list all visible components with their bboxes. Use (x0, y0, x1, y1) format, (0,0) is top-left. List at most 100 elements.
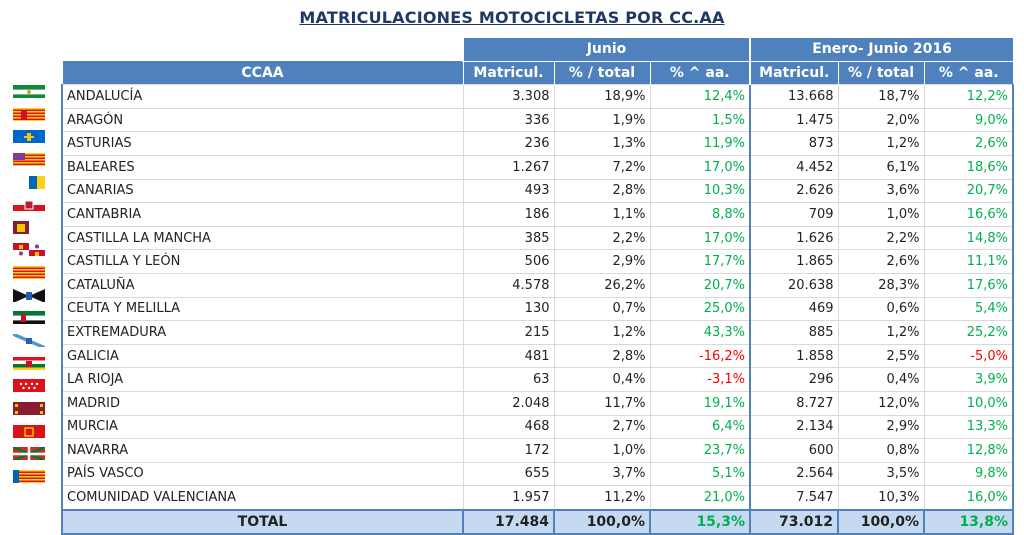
pct-total-junio: 0,4% (553, 367, 651, 392)
total-matricul-ytd: 73.012 (749, 508, 840, 535)
table-row: CASTILLA Y LEÓN 506 2,9% 17,7% 1.865 2,6% 11,1… (61, 249, 1015, 274)
pct-total-ytd: 0,6% (837, 296, 925, 322)
pct-total-junio: 2,2% (553, 225, 651, 251)
matricul-junio: 215 (462, 320, 555, 345)
pct-var-ytd: 10,0% (923, 390, 1015, 416)
pct-var-ytd: 11,1% (923, 249, 1015, 274)
group-header-enero-junio: Enero- Junio 2016 (749, 38, 1014, 62)
pct-var-ytd: 20,7% (923, 178, 1015, 204)
pct-total-junio: 26,2% (553, 272, 651, 298)
table-row: EXTREMADURA 215 1,2% 43,3% 885 1,2% 25,2% (61, 320, 1015, 345)
pct-var-junio: 21,0% (649, 485, 751, 511)
total-pct-total-junio: 100,0% (553, 508, 651, 535)
pct-var-junio: 25,0% (649, 296, 751, 322)
pct-var-ytd: 14,8% (923, 225, 1015, 251)
pct-total-junio: 11,7% (553, 390, 651, 416)
pct-var-junio: 1,5% (649, 107, 751, 133)
galicia-flag (13, 333, 45, 348)
pct-var-ytd: 5,4% (923, 296, 1015, 322)
pct-total-ytd: 2,5% (837, 343, 925, 369)
pct-var-junio: 19,1% (649, 390, 751, 416)
pct-total-ytd: 2,0% (837, 107, 925, 133)
matricul-ytd: 2.134 (749, 414, 839, 440)
pct-var-junio: 17,0% (649, 154, 751, 180)
region-name: COMUNIDAD VALENCIANA (61, 485, 464, 511)
pct-total-junio: 3,7% (553, 461, 651, 487)
pct-var-junio: 11,9% (649, 131, 751, 156)
pct-var-ytd: 17,6% (923, 272, 1015, 298)
region-name: ANDALUCÍA (61, 84, 464, 109)
cataluna-flag (13, 265, 45, 280)
column-header-matricul-ytd: Matricul. (749, 61, 839, 85)
table-row: CEUTA Y MELILLA 130 0,7% 25,0% 469 0,6% 5,4% (61, 296, 1015, 322)
matricul-junio: 493 (462, 178, 555, 204)
column-header-pct-total-ytd: % / total (837, 61, 925, 85)
pct-var-ytd: 25,2% (923, 320, 1015, 345)
table-row: CATALUÑA 4.578 26,2% 20,7% 20.638 28,3% 17,6% (61, 272, 1015, 298)
region-name: BALEARES (61, 154, 464, 180)
pct-var-ytd: 16,6% (923, 202, 1015, 227)
pct-total-junio: 1,1% (553, 202, 651, 227)
matricul-ytd: 8.727 (749, 390, 839, 416)
table-row: LA RIOJA 63 0,4% -3,1% 296 0,4% 3,9% (61, 367, 1015, 392)
pct-var-junio: 43,3% (649, 320, 751, 345)
matricul-ytd: 13.668 (749, 84, 839, 109)
pct-total-ytd: 1,2% (837, 131, 925, 156)
matricul-ytd: 1.626 (749, 225, 839, 251)
column-header-matricul-junio: Matricul. (462, 61, 554, 85)
matricul-junio: 655 (462, 461, 555, 487)
navarra-flag (13, 424, 45, 438)
total-matricul-junio: 17.484 (462, 508, 555, 535)
castilla-y-leon-flag (13, 242, 45, 257)
group-header-junio: Junio (461, 38, 751, 62)
region-name: LA RIOJA (61, 367, 464, 392)
matricul-ytd: 873 (749, 131, 839, 156)
total-pct-total-ytd: 100,0% (837, 508, 926, 535)
table-row: MADRID 2.048 11,7% 19,1% 8.727 12,0% 10,0% (61, 390, 1015, 416)
total-row: TOTAL 17.484 100,0% 15,3% 73.012 100,0% … (61, 508, 1015, 535)
castilla-la-mancha-flag (13, 220, 45, 234)
pais-vasco-flag (13, 446, 45, 461)
pct-total-ytd: 18,7% (837, 84, 925, 109)
pct-total-junio: 11,2% (553, 485, 651, 511)
table-row: GALICIA 481 2,8% -16,2% 1.858 2,5% -5,0% (61, 343, 1015, 369)
baleares-flag (13, 152, 45, 166)
pct-var-junio: 8,8% (649, 202, 751, 227)
region-name: CATALUÑA (61, 272, 464, 298)
pct-total-ytd: 10,3% (837, 485, 925, 511)
pct-total-ytd: 2,2% (837, 225, 925, 251)
matricul-junio: 2.048 (462, 390, 555, 416)
matricul-junio: 481 (462, 343, 555, 369)
andalucia-flag (13, 84, 45, 98)
pct-var-ytd: 3,9% (923, 367, 1015, 392)
column-header-ccaa: CCAA (61, 61, 463, 85)
matricul-junio: 4.578 (462, 272, 555, 298)
table-row: BALEARES 1.267 7,2% 17,0% 4.452 6,1% 18,6% (61, 154, 1015, 180)
matricul-junio: 385 (462, 225, 555, 251)
matricul-ytd: 296 (749, 367, 839, 392)
header-blank (62, 38, 463, 62)
region-name: CASTILLA Y LEÓN (61, 249, 464, 274)
madrid-flag (13, 378, 45, 393)
pct-total-junio: 2,7% (553, 414, 651, 440)
pct-total-junio: 2,8% (553, 178, 651, 204)
column-header-pct-total-junio: % / total (553, 61, 650, 85)
valencia-flag (13, 469, 45, 483)
pct-total-ytd: 0,8% (837, 438, 925, 463)
pct-var-junio: 6,4% (649, 414, 751, 440)
pct-total-ytd: 12,0% (837, 390, 925, 416)
region-name: NAVARRA (61, 438, 464, 463)
pct-total-ytd: 2,6% (837, 249, 925, 274)
ceuta-melilla-flag (13, 288, 45, 302)
region-name: ARAGÓN (61, 107, 464, 133)
pct-total-ytd: 2,9% (837, 414, 925, 440)
table-row: MURCIA 468 2,7% 6,4% 2.134 2,9% 13,3% (61, 414, 1015, 440)
region-name: EXTREMADURA (61, 320, 464, 345)
pct-total-ytd: 1,0% (837, 202, 925, 227)
total-pct-var-ytd: 13,8% (923, 508, 1015, 535)
matricul-ytd: 1.475 (749, 107, 839, 133)
pct-total-ytd: 6,1% (837, 154, 925, 180)
pct-total-junio: 0,7% (553, 296, 651, 322)
murcia-flag (13, 401, 45, 415)
matricul-junio: 3.308 (462, 84, 555, 109)
